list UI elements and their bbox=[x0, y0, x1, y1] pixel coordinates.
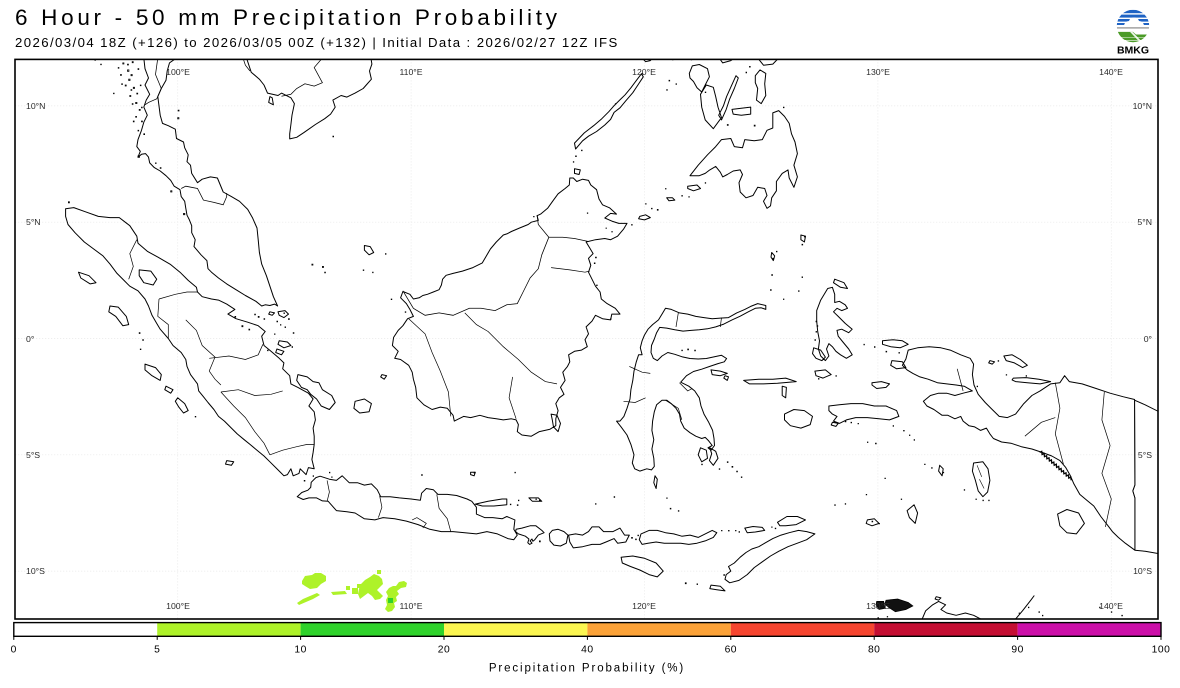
svg-text:BMKG: BMKG bbox=[1117, 45, 1149, 57]
svg-text:0°: 0° bbox=[26, 334, 34, 344]
svg-text:40: 40 bbox=[581, 645, 593, 656]
svg-text:5°N: 5°N bbox=[26, 217, 41, 227]
svg-text:Precipitation Probability (%): Precipitation Probability (%) bbox=[489, 663, 685, 675]
svg-text:140°E: 140°E bbox=[1099, 67, 1123, 77]
svg-text:60: 60 bbox=[725, 645, 737, 656]
svg-text:10°N: 10°N bbox=[26, 101, 45, 111]
svg-text:10°S: 10°S bbox=[26, 566, 45, 576]
svg-text:10°N: 10°N bbox=[1133, 101, 1152, 111]
svg-text:5: 5 bbox=[154, 645, 160, 656]
svg-text:110°E: 110°E bbox=[399, 67, 422, 77]
svg-text:80: 80 bbox=[868, 645, 880, 656]
svg-text:20: 20 bbox=[438, 645, 450, 656]
svg-text:10: 10 bbox=[294, 645, 306, 656]
svg-text:130°E: 130°E bbox=[866, 67, 890, 77]
svg-text:0: 0 bbox=[11, 645, 17, 656]
svg-text:110°E: 110°E bbox=[399, 601, 422, 611]
svg-text:10°S: 10°S bbox=[1133, 566, 1152, 576]
svg-text:140°E: 140°E bbox=[1099, 601, 1123, 611]
svg-text:0°: 0° bbox=[1144, 334, 1152, 344]
svg-text:120°E: 120°E bbox=[632, 601, 656, 611]
svg-text:5°S: 5°S bbox=[1138, 450, 1152, 460]
svg-text:100°E: 100°E bbox=[166, 67, 190, 77]
svg-text:5°N: 5°N bbox=[1137, 217, 1152, 227]
svg-text:100: 100 bbox=[1152, 645, 1171, 656]
svg-text:90: 90 bbox=[1011, 645, 1023, 656]
svg-text:130°E: 130°E bbox=[866, 601, 890, 611]
svg-text:100°E: 100°E bbox=[166, 601, 190, 611]
svg-text:5°S: 5°S bbox=[26, 450, 40, 460]
svg-text:120°E: 120°E bbox=[632, 67, 656, 77]
